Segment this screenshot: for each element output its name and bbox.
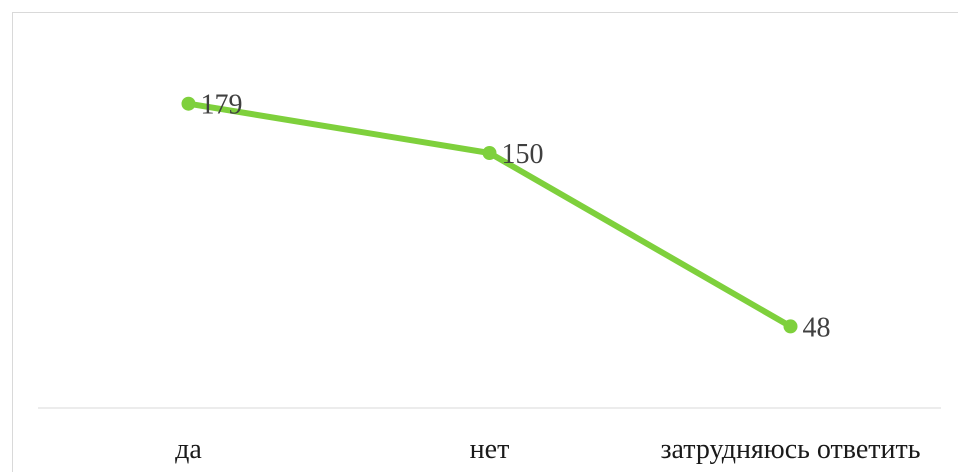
chart-frame (12, 12, 958, 472)
series-line (185, 100, 794, 330)
x-tick-label: затрудняюсь ответить (660, 434, 920, 465)
data-point-marker (181, 96, 196, 111)
data-label: 150 (502, 139, 544, 170)
data-labels-group: 179 150 48 (201, 90, 831, 344)
x-tick-label: да (175, 434, 202, 465)
data-label: 48 (803, 312, 831, 343)
x-tick-labels-group: да нет затрудняюсь ответить (175, 434, 920, 465)
data-point-marker (482, 146, 497, 160)
data-point-marker (783, 319, 798, 334)
data-label: 179 (201, 90, 243, 121)
markers-group (181, 96, 798, 334)
x-tick-label: нет (470, 434, 510, 465)
